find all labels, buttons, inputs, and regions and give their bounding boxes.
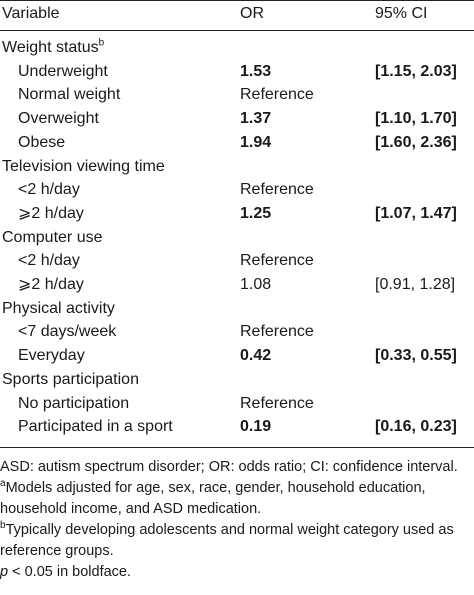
or-cell: 1.25 [240, 204, 272, 222]
variable-cell: Sports participation [2, 368, 139, 391]
footnote: aModels adjusted for age, sex, race, gen… [0, 478, 470, 520]
footnote: bTypically developing adolescents and no… [0, 520, 470, 562]
variable-label: ⩾2 h/day [18, 204, 84, 222]
or-cell: Reference [240, 323, 314, 341]
variable-label: <2 h/day [18, 252, 80, 270]
variable-cell: Everyday [18, 344, 85, 367]
or-cell: Reference [240, 394, 314, 412]
variable-cell: Obese [18, 131, 65, 154]
group-row: Television viewing time [0, 155, 474, 178]
ci-cell: [1.10, 1.70] [375, 110, 457, 128]
variable-label: <7 days/week [18, 323, 117, 341]
variable-cell: <2 h/day [18, 249, 80, 272]
or-cell: 1.94 [240, 133, 272, 151]
item-row: Normal weight Reference [0, 83, 474, 106]
variable-label: ⩾2 h/day [18, 276, 84, 293]
item-row: <2 h/day Reference [0, 249, 474, 272]
variable-cell: Overweight [18, 107, 99, 130]
variable-label: No participation [18, 394, 130, 412]
footnotes: ASD: autism spectrum disorder; OR: odds … [0, 457, 470, 583]
group-row: Weight statusb [0, 36, 474, 59]
variable-label: Computer use [2, 228, 103, 246]
variable-cell: Physical activity [2, 297, 115, 320]
variable-cell: ⩾2 h/day [18, 202, 84, 225]
item-row: No participation Reference [0, 392, 474, 415]
top-rule [0, 0, 474, 1]
item-row: <7 days/week Reference [0, 320, 474, 343]
footnote-text: < 0.05 in boldface. [8, 564, 132, 580]
ci-cell: [0.91, 1.28] [375, 276, 456, 293]
footnote-italic: p [0, 564, 9, 580]
variable-cell: Television viewing time [2, 155, 165, 178]
group-row: Sports participation [0, 368, 474, 391]
ci-cell: [1.07, 1.47] [375, 204, 457, 222]
item-row: Overweight 1.37 [1.10, 1.70] [0, 107, 474, 130]
item-row: ⩾2 h/day 1.25 [1.07, 1.47] [0, 202, 474, 225]
variable-cell: No participation [18, 392, 129, 415]
footnote: ASD: autism spectrum disorder; OR: odds … [0, 457, 470, 478]
variable-label: Television viewing time [2, 157, 165, 175]
footnote-text: ASD: autism spectrum disorder; OR: odds … [0, 459, 458, 475]
header-rule [0, 30, 474, 31]
variable-label: Physical activity [2, 299, 115, 317]
group-row: Computer use [0, 226, 474, 249]
variable-label: Overweight [18, 110, 99, 128]
item-row: Participated in a sport 0.19 [0.16, 0.23] [0, 415, 474, 438]
variable-label: Obese [18, 133, 66, 151]
header-cell: OR [240, 5, 264, 22]
item-row: Obese 1.94 [1.60, 2.36] [0, 131, 474, 154]
group-row: Physical activity [0, 297, 474, 320]
ci-cell: [0.33, 0.55] [375, 347, 457, 365]
header-row: Variable OR 95% CI [0, 2, 474, 25]
footnote-text: Models adjusted for age, sex, race, gend… [0, 480, 426, 517]
variable-cell: Normal weight [18, 83, 120, 106]
or-cell: 0.42 [240, 347, 272, 365]
item-row: <2 h/day Reference [0, 178, 474, 201]
header-cell: Variable [2, 5, 60, 22]
variable-label: Sports participation [2, 370, 139, 388]
or-cell: 1.37 [240, 110, 272, 128]
variable-label: Participated in a sport [18, 418, 173, 436]
header-cell: 95% CI [375, 5, 428, 22]
or-cell: Reference [240, 181, 314, 199]
variable-label: Weight status [2, 39, 99, 56]
variable-cell: <2 h/day [18, 178, 80, 201]
variable-cell: Participated in a sport [18, 415, 173, 438]
footnote: p < 0.05 in boldface. [0, 562, 470, 583]
or-cell: 1.53 [240, 62, 272, 80]
variable-label: Normal weight [18, 86, 121, 104]
ci-cell: [1.15, 2.03] [375, 62, 457, 80]
footnote-marker: a [0, 478, 6, 490]
footnote-text: Typically developing adolescents and nor… [0, 522, 454, 559]
variable-cell: Weight statusb [2, 36, 104, 59]
ci-cell: [1.60, 2.36] [375, 133, 457, 151]
bottom-rule [0, 447, 474, 448]
item-row: Everyday 0.42 [0.33, 0.55] [0, 344, 474, 367]
variable-label: Everyday [18, 347, 85, 365]
variable-cell: Computer use [2, 226, 103, 249]
footnote-marker: b [0, 520, 6, 532]
ci-cell: [0.16, 0.23] [375, 418, 457, 436]
or-cell: Reference [240, 86, 314, 104]
item-row: Underweight 1.53 [1.15, 2.03] [0, 60, 474, 83]
variable-cell: <7 days/week [18, 320, 116, 343]
variable-cell: ⩾2 h/day [18, 273, 84, 296]
item-row: ⩾2 h/day 1.08 [0.91, 1.28] [0, 273, 474, 296]
or-cell: 0.19 [240, 418, 272, 436]
variable-cell: Underweight [18, 60, 108, 83]
or-cell: 1.08 [240, 276, 272, 293]
variable-label: Underweight [18, 62, 108, 80]
or-cell: Reference [240, 252, 314, 270]
footnote-marker: b [98, 37, 105, 49]
variable-label: <2 h/day [18, 181, 80, 199]
